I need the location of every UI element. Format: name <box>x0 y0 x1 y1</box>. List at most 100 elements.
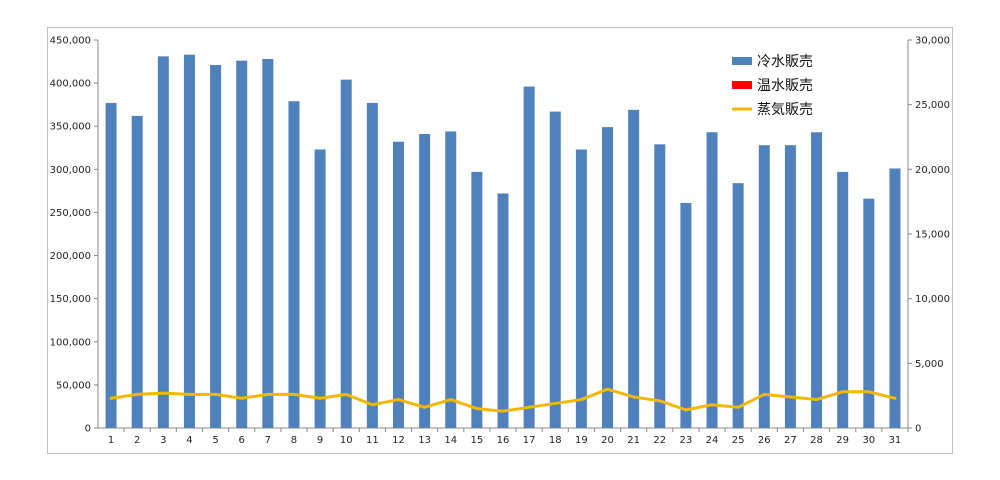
point-steam <box>187 392 191 396</box>
x-tick-label: 12 <box>392 435 405 446</box>
y-left-tick-label: 0 <box>85 424 91 435</box>
bar-cold-water <box>680 202 692 428</box>
point-steam <box>632 395 636 399</box>
x-tick-label: 29 <box>836 435 849 446</box>
point-steam <box>893 396 897 400</box>
x-tick-label: 5 <box>212 435 218 446</box>
bar-cold-water <box>654 144 666 428</box>
x-tick-label: 7 <box>265 435 271 446</box>
bar-cold-water <box>758 145 770 428</box>
y-left-tick-label: 450,000 <box>50 36 91 47</box>
x-tick-label: 24 <box>706 435 719 446</box>
y-right-tick-label: 30,000 <box>915 36 950 47</box>
point-steam <box>501 409 505 413</box>
y-left-tick-label: 50,000 <box>56 380 91 391</box>
point-steam <box>815 398 819 402</box>
point-steam <box>344 392 348 396</box>
point-steam <box>161 391 165 395</box>
bar-cold-water <box>445 131 457 428</box>
bar-cold-water <box>837 171 849 429</box>
bar-cold-water <box>183 54 195 428</box>
point-steam <box>841 390 845 394</box>
x-tick-label: 11 <box>366 435 379 446</box>
x-tick-label: 6 <box>239 435 245 446</box>
x-tick-label: 17 <box>523 435 536 446</box>
point-steam <box>606 387 610 391</box>
x-tick-label: 28 <box>810 435 823 446</box>
y-right-tick-label: 5,000 <box>915 359 944 370</box>
x-tick-label: 8 <box>291 435 297 446</box>
bar-cold-water <box>575 149 587 428</box>
bar-cold-water <box>889 168 901 428</box>
point-steam <box>135 392 139 396</box>
point-steam <box>684 408 688 412</box>
y-right-tick-label: 25,000 <box>915 100 950 111</box>
point-steam <box>658 399 662 403</box>
bar-cold-water <box>236 60 248 429</box>
bar-cold-water <box>602 127 614 428</box>
point-steam <box>449 398 453 402</box>
x-tick-label: 16 <box>497 435 510 446</box>
point-steam <box>579 398 583 402</box>
point-steam <box>292 392 296 396</box>
x-tick-label: 13 <box>418 435 431 446</box>
x-tick-label: 2 <box>134 435 140 446</box>
bar-cold-water <box>706 132 718 428</box>
bar-cold-water <box>497 193 509 428</box>
chart-frame: 0 50,000 100,000 150,000 200,000 250,000 300,0… <box>47 27 953 454</box>
y-left-tick-label: 250,000 <box>50 208 91 219</box>
point-steam <box>475 407 479 411</box>
axes-layer: 0 50,000 100,000 150,000 200,000 250,000 300,0… <box>50 36 950 447</box>
x-tick-label: 30 <box>862 435 875 446</box>
bar-cold-water <box>314 149 326 428</box>
bar-cold-water <box>628 109 640 428</box>
x-tick-label: 31 <box>889 435 902 446</box>
point-steam <box>736 405 740 409</box>
x-tick-label: 3 <box>160 435 166 446</box>
point-steam <box>396 398 400 402</box>
bar-cold-water <box>157 56 169 428</box>
legend-label: 温水販売 <box>757 78 813 94</box>
x-tick-label: 15 <box>471 435 484 446</box>
x-tick-label: 10 <box>340 435 353 446</box>
x-tick-label: 18 <box>549 435 562 446</box>
x-tick-label: 26 <box>758 435 771 446</box>
y-left-tick-label: 200,000 <box>50 251 91 262</box>
point-steam <box>318 396 322 400</box>
point-steam <box>553 401 557 405</box>
point-steam <box>370 403 374 407</box>
x-tick-label: 14 <box>444 435 457 446</box>
x-tick-label: 19 <box>575 435 588 446</box>
y-left-tick-label: 400,000 <box>50 79 91 90</box>
bar-cold-water <box>811 132 823 428</box>
point-steam <box>710 403 714 407</box>
point-steam <box>867 390 871 394</box>
bar-cold-water <box>105 102 117 428</box>
bar-cold-water <box>863 198 875 428</box>
point-steam <box>109 396 113 400</box>
line-layer <box>109 387 897 413</box>
point-steam <box>762 392 766 396</box>
bar-cold-water <box>523 86 535 428</box>
point-steam <box>788 395 792 399</box>
y-left-tick-label: 150,000 <box>50 294 91 305</box>
chart-svg: 0 50,000 100,000 150,000 200,000 250,000 300,0… <box>50 36 950 447</box>
bar-cold-water <box>340 79 352 428</box>
bar-cold-water <box>732 183 744 428</box>
bar-cold-water <box>419 133 431 428</box>
legend-swatch-bar <box>732 57 752 65</box>
y-right-tick-label: 0 <box>915 424 921 435</box>
y-left-tick-label: 300,000 <box>50 165 91 176</box>
bars-layer <box>105 54 901 429</box>
bar-cold-water <box>471 171 483 429</box>
x-tick-label: 4 <box>186 435 192 446</box>
bar-cold-water <box>288 101 300 429</box>
bar-cold-water <box>210 65 222 428</box>
legend-swatch-bar <box>732 81 752 89</box>
point-steam <box>527 405 531 409</box>
point-steam <box>214 392 218 396</box>
bar-cold-water <box>392 141 404 428</box>
y-right-tick-label: 10,000 <box>915 294 950 305</box>
bar-cold-water <box>784 145 796 428</box>
